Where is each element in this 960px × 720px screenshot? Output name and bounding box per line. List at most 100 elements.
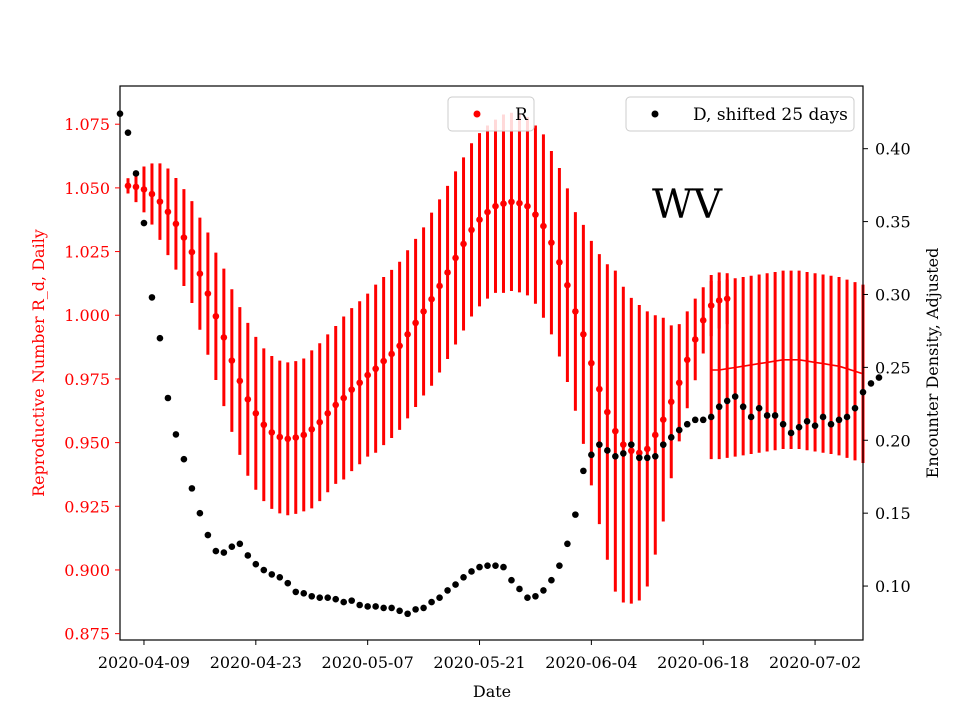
d-point xyxy=(548,576,555,584)
d-point xyxy=(164,394,172,402)
r-point xyxy=(420,308,427,315)
d-point xyxy=(292,588,300,596)
d-point xyxy=(771,412,779,419)
d-point xyxy=(428,598,435,606)
d-point xyxy=(172,431,180,438)
d-point xyxy=(316,594,324,602)
d-point xyxy=(540,587,547,594)
r-point xyxy=(588,359,595,367)
r-point xyxy=(212,312,220,320)
d-point xyxy=(412,606,419,613)
d-point xyxy=(731,393,739,400)
d-point xyxy=(204,531,212,539)
d-point xyxy=(228,543,236,550)
legend-box xyxy=(447,96,535,132)
r-point xyxy=(276,433,284,441)
d-point xyxy=(236,540,244,548)
d-point xyxy=(324,594,332,602)
r-point xyxy=(691,336,699,343)
r-point xyxy=(340,394,347,402)
r-point xyxy=(596,385,603,393)
d-point xyxy=(819,413,827,421)
d-point xyxy=(723,397,731,405)
r-point xyxy=(580,331,587,338)
d-point xyxy=(196,509,204,517)
d-point xyxy=(516,585,523,593)
d-point xyxy=(364,603,371,610)
r-point xyxy=(124,182,132,190)
d-point xyxy=(148,294,156,301)
x-tick-label: 2020-04-09 xyxy=(98,653,190,672)
d-point xyxy=(691,416,699,424)
r-point xyxy=(172,220,180,228)
x-tick-label: 2020-05-07 xyxy=(322,653,414,672)
r-point xyxy=(643,445,651,453)
r-point xyxy=(396,342,403,350)
d-point xyxy=(436,594,443,602)
d-point xyxy=(492,562,499,569)
x-tick-label: 2020-05-21 xyxy=(433,653,525,672)
right-y-tick-label: 0.20 xyxy=(875,431,911,450)
left-y-tick-label: 1.075 xyxy=(64,115,110,134)
d-point xyxy=(444,587,451,594)
d-point xyxy=(588,451,595,459)
r-point xyxy=(524,202,531,210)
d-point xyxy=(803,418,811,425)
d-point xyxy=(811,422,819,429)
r-point xyxy=(332,401,340,409)
d-point xyxy=(532,592,539,600)
x-tick-label: 2020-06-18 xyxy=(657,653,749,672)
d-point xyxy=(220,549,228,556)
d-point xyxy=(580,467,587,475)
d-point xyxy=(156,334,164,342)
left-y-tick-label: 0.950 xyxy=(64,434,110,453)
r-point xyxy=(412,319,419,327)
right-y-tick-label: 0.15 xyxy=(875,504,911,523)
d-point xyxy=(835,416,843,424)
r-point xyxy=(667,398,675,406)
legend-marker xyxy=(651,110,659,118)
d-point xyxy=(420,604,427,612)
annotation-label: WV xyxy=(652,182,723,228)
d-point xyxy=(659,441,667,448)
d-point xyxy=(508,576,515,584)
d-point xyxy=(356,601,363,609)
d-point xyxy=(468,568,475,575)
d-point xyxy=(452,581,459,588)
r-point xyxy=(659,416,667,423)
r-point xyxy=(244,395,252,403)
r-point xyxy=(148,190,156,198)
left-y-tick-label: 1.000 xyxy=(64,306,110,325)
r-point xyxy=(675,379,683,387)
d-point xyxy=(747,413,755,421)
r-point xyxy=(572,308,579,315)
d-point xyxy=(212,547,220,555)
d-point xyxy=(843,413,851,421)
d-point xyxy=(556,562,563,569)
r-point xyxy=(324,410,332,417)
d-point xyxy=(572,511,579,518)
r-point xyxy=(356,379,363,387)
right-y-tick-label: 0.35 xyxy=(875,213,911,232)
right-y-tick-label: 0.10 xyxy=(875,577,911,596)
r-point xyxy=(380,357,387,365)
r-point xyxy=(428,295,435,303)
r-point xyxy=(196,270,204,278)
r-point xyxy=(220,334,228,341)
r-point xyxy=(260,421,268,429)
r-point xyxy=(388,350,395,358)
legend-label: D, shifted 25 days xyxy=(693,105,848,125)
r-point xyxy=(156,198,164,205)
legend-marker xyxy=(473,110,481,118)
r-point xyxy=(204,290,212,297)
d-point xyxy=(396,607,403,615)
r-point xyxy=(364,371,371,379)
d-point xyxy=(476,563,483,571)
r-point xyxy=(683,356,691,364)
d-point xyxy=(651,453,659,460)
r-point xyxy=(484,208,491,216)
right-y-tick-label: 0.40 xyxy=(875,140,911,159)
r-point xyxy=(620,441,627,448)
r-point xyxy=(268,429,276,436)
